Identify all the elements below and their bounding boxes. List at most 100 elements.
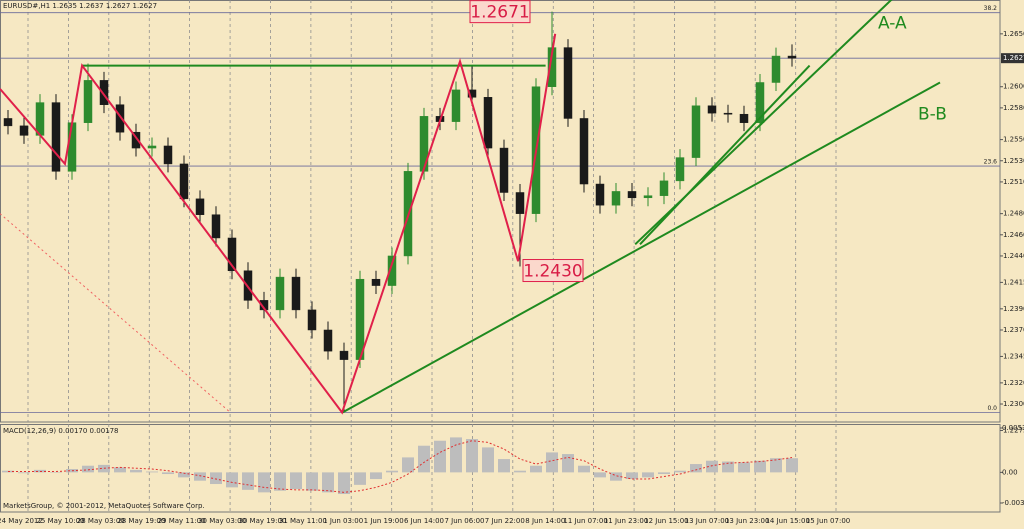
macd-bar [418,445,430,473]
x-tick-label: 30 May 03:00 [198,517,246,525]
macd-bar [210,472,222,485]
macd-bar [642,472,654,478]
candle-body [739,113,749,123]
macd-bar [450,437,462,473]
candle-body [163,145,173,165]
x-tick-label: 11 Jun 07:00 [563,517,607,525]
price-annotation: 1.2430 [523,262,582,282]
candle-body [371,278,381,286]
macd-signal [8,440,793,493]
macd-bar [402,457,414,473]
candle-body [3,118,13,127]
macd-bar [306,472,318,491]
y-tick-label: 1.2510 [1003,178,1024,186]
macd-bar [786,458,798,473]
macd-bar [674,470,686,473]
macd-bar [658,472,670,475]
fibo-label: 0.0 [987,405,997,412]
candle-body [675,157,685,182]
macd-bar [274,472,286,491]
trendline-label: B-B [918,104,947,124]
macd-bar [114,467,126,473]
candle-body [467,89,477,98]
macd-bar [226,472,238,488]
candle-body [691,105,701,158]
x-tick-label: 7 Jun 06:00 [444,517,484,525]
candle-body [307,309,317,331]
candle-body [275,276,285,311]
macd-bar [594,472,606,478]
candle-body [627,191,637,199]
footer: MarketsGroup, © 2001-2012, MetaQuotes So… [3,502,205,510]
x-tick-label: 28 May 19:00 [117,517,165,525]
x-tick-label: 13 Jun 07:00 [685,517,729,525]
y2-tick-label: 0.00 [1002,468,1018,476]
price-annotation: 1.2671 [470,3,529,23]
price-panel: 38.2 23.6 0.0 1.2671 1.2430 [0,0,1000,422]
macd-bar [498,459,510,473]
macd-bar [258,472,270,493]
macd-bar [482,447,494,473]
macd-bar [50,472,62,473]
y-tick-label: 1.2300 [1003,400,1024,408]
macd-bar [322,472,334,493]
x-tick-label: 13 Jun 23:00 [725,517,769,525]
candle-body [99,80,109,105]
fibo-label: 23.6 [984,159,998,166]
macd-bar [514,470,526,473]
macd-bar [434,440,446,473]
y-tick-label: 1.2370 [1003,326,1024,334]
macd-bar [162,472,174,475]
y-tick-label: 1.2550 [1003,136,1024,144]
candle-body [451,89,461,122]
candle-body [323,329,333,352]
x-tick-label: 7 Jun 22:00 [485,517,525,525]
macd-bar [754,460,766,473]
macd-panel [2,424,837,512]
candle-body [195,198,205,215]
y-tick-label: 1.2650 [1003,30,1024,38]
macd-bar [194,472,206,481]
candle-body [515,192,525,214]
candle-body [707,105,717,114]
x-tick-label: 1 Jun 03:00 [323,517,363,525]
candle-body [19,125,29,136]
candle-body [355,278,365,360]
price-annotation-box [522,259,584,283]
macd-bar [466,439,478,473]
candle-body [227,237,237,272]
zigzag [0,33,557,415]
x-tick-label: 29 May 11:00 [158,517,206,525]
y-tick-label: 1.2600 [1003,83,1024,91]
candle-body [595,183,605,206]
y-tick-label: 1.2390 [1003,305,1024,313]
candle-body [387,255,397,286]
price-annotation-box [469,0,531,24]
macd-bar [578,465,590,473]
x-tick-label: 14 Jun 15:00 [765,517,809,525]
y-tick-label: 1.2460 [1003,231,1024,239]
macd-bar [626,472,638,480]
y-tick-label: 1.2275 [1003,426,1024,434]
x-tick-label: 1 Jun 19:00 [364,517,404,525]
x-tick-label: 28 May 03:00 [77,517,125,525]
y-tick-label: 1.2440 [1003,252,1024,260]
trendline [0,213,231,413]
macd-bar [562,454,574,473]
macd-bar [370,472,382,480]
macd-bar [530,465,542,473]
x-tick-label: 25 May 10:00 [36,517,84,525]
candle-body [659,180,669,196]
candle-body [83,80,93,123]
macd-bar [178,472,190,478]
macd-bar [690,464,702,473]
macd-frame [0,424,1001,513]
candle-body [147,145,157,149]
current-price-box [1001,53,1024,64]
macd-bar [338,472,350,495]
y-tick-label: 1.2580 [1003,104,1024,112]
trendline [341,81,941,414]
